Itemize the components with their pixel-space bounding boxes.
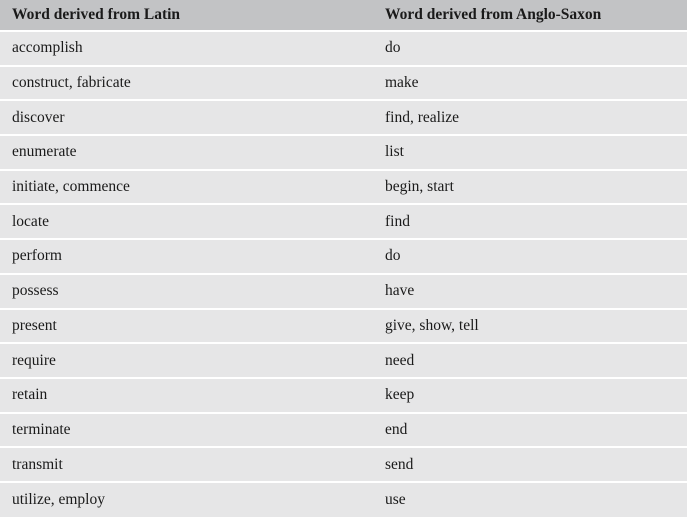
anglo-saxon-word-cell: need (385, 351, 415, 369)
latin-word-cell: perform (12, 247, 62, 265)
latin-word-cell: require (12, 351, 56, 369)
latin-word-cell: possess (12, 282, 59, 300)
anglo-saxon-word-cell: have (385, 282, 415, 300)
anglo-saxon-word-cell: end (385, 420, 408, 438)
anglo-saxon-word-cell: begin, start (385, 178, 454, 196)
anglo-saxon-word-cell: list (385, 143, 404, 161)
anglo-saxon-word-cell: do (385, 39, 401, 57)
anglo-saxon-word-cell: find, realize (385, 108, 460, 126)
latin-word-cell: present (12, 316, 57, 334)
anglo-saxon-word-cell: use (385, 491, 406, 509)
table-row: terminate end (0, 414, 687, 449)
anglo-saxon-word-cell: make (385, 74, 419, 92)
latin-word-cell: construct, fabricate (12, 74, 131, 92)
latin-word-cell: accomplish (12, 39, 83, 57)
table-header-row: Word derived from Latin Word derived fro… (0, 0, 687, 32)
table-row: require need (0, 344, 687, 379)
latin-word-cell: utilize, employ (12, 491, 105, 509)
latin-word-cell: locate (12, 212, 50, 230)
table-row: construct, fabricate make (0, 67, 687, 102)
header-anglo-saxon: Word derived from Anglo-Saxon (385, 6, 602, 23)
table-row: enumerate list (0, 136, 687, 171)
table-row: retain keep (0, 379, 687, 414)
table-body: accomplish do construct, fabricate make disc… (0, 32, 687, 518)
anglo-saxon-word-cell: keep (385, 386, 415, 404)
latin-word-cell: enumerate (12, 143, 77, 161)
table-row: initiate, commence begin, start (0, 171, 687, 206)
latin-word-cell: terminate (12, 420, 71, 438)
anglo-saxon-word-cell: do (385, 247, 401, 265)
header-latin: Word derived from Latin (12, 6, 181, 23)
latin-word-cell: transmit (12, 455, 63, 473)
anglo-saxon-word-cell: find (385, 212, 410, 230)
latin-word-cell: discover (12, 108, 65, 126)
table-row: utilize, employ use (0, 483, 687, 518)
latin-word-cell: initiate, commence (12, 178, 130, 196)
latin-word-cell: retain (12, 386, 48, 404)
anglo-saxon-word-cell: send (385, 455, 414, 473)
table-row: discover find, realize (0, 101, 687, 137)
table-row: present give, show, tell (0, 310, 687, 345)
anglo-saxon-word-cell: give, show, tell (385, 316, 479, 334)
table-row: accomplish do (0, 32, 687, 67)
table-row: perform do (0, 240, 687, 275)
table-row: possess have (0, 275, 687, 310)
table-row: transmit send (0, 448, 687, 483)
table-row: locate find (0, 205, 687, 241)
